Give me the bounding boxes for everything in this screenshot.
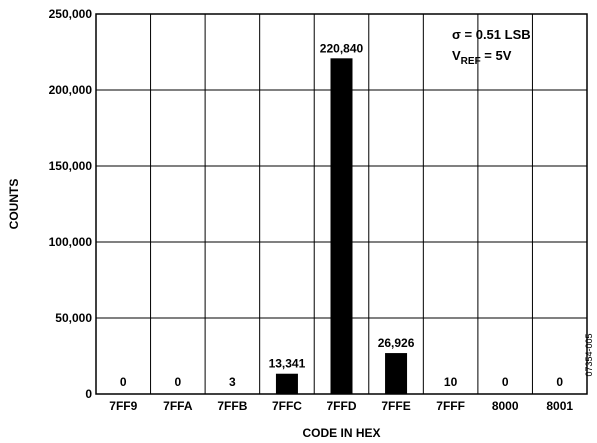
- y-axis-ticks: 0 50,000 100,000 150,000 200,000 250,000: [49, 7, 93, 401]
- bar-label-bg: [172, 375, 184, 389]
- x-axis-ticks: 7FF9 7FFA 7FFB 7FFC 7FFD 7FFE 7FFF 8000 8001: [109, 399, 573, 413]
- x-axis-title: CODE IN HEX: [302, 426, 380, 440]
- bar-value-labels: 0 0 3 13,341 220,840 26,926 10 0 0: [117, 41, 566, 389]
- bar-value-label: 0: [174, 375, 181, 389]
- bar-label-bg: [499, 375, 511, 389]
- y-tick-label: 200,000: [49, 83, 93, 97]
- bar-7FFC: [275, 373, 298, 394]
- vref-subscript: REF: [461, 56, 481, 67]
- x-tick-label: 8000: [492, 399, 519, 413]
- bars: [221, 58, 462, 394]
- bar-value-label: 0: [120, 375, 127, 389]
- vref-value: = 5V: [481, 48, 512, 63]
- bar-label-bg: [554, 375, 566, 389]
- y-tick-label: 0: [85, 387, 92, 401]
- y-axis-title: COUNTS: [7, 179, 21, 230]
- bar-label-bg: [375, 336, 417, 351]
- y-tick-label: 150,000: [49, 159, 93, 173]
- bar-7FFE: [385, 353, 408, 394]
- y-tick-label: 50,000: [55, 311, 92, 325]
- bar-label-bg: [227, 375, 239, 389]
- vref-main: V: [452, 48, 461, 63]
- bar-value-label: 0: [502, 375, 509, 389]
- figure-id: 07354-005: [584, 333, 594, 376]
- x-tick-label: 7FFC: [272, 399, 302, 413]
- bar-label-bg: [266, 356, 308, 371]
- bar-value-label: 220,840: [320, 41, 364, 55]
- bar-value-label: 26,926: [378, 336, 415, 350]
- x-tick-label: 8001: [546, 399, 573, 413]
- bar-label-bg: [317, 41, 366, 56]
- bar-label-bg: [441, 375, 460, 389]
- bar-value-label: 13,341: [269, 357, 306, 371]
- plot-frame: [95, 13, 588, 395]
- sigma-annotation: σ = 0.51 LSB: [452, 27, 531, 42]
- vref-annotation: VREF = 5V: [452, 48, 512, 67]
- y-tick-label: 100,000: [49, 235, 93, 249]
- bar-7FFD: [330, 58, 353, 394]
- bar-value-label: 3: [229, 375, 236, 389]
- y-tick-label: 250,000: [49, 7, 93, 21]
- x-tick-label: 7FF9: [109, 399, 137, 413]
- x-tick-label: 7FFB: [217, 399, 247, 413]
- bar-value-label: 0: [556, 375, 563, 389]
- bar-value-label: 10: [444, 375, 458, 389]
- x-tick-label: 7FFA: [163, 399, 193, 413]
- bar-label-bg: [117, 375, 129, 389]
- x-tick-label: 7FFE: [381, 399, 410, 413]
- x-tick-label: 7FFD: [327, 399, 357, 413]
- x-tick-label: 7FFF: [436, 399, 465, 413]
